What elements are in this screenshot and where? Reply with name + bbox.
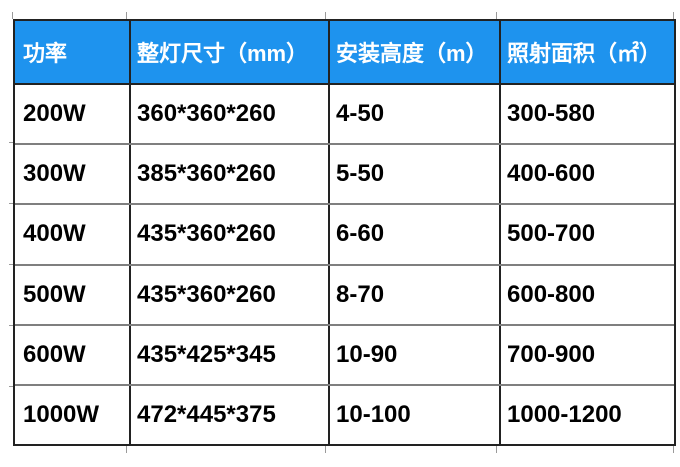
cell-lamp-size: 435*360*260 — [129, 205, 328, 264]
cell-power: 500W — [23, 280, 86, 308]
cell-lamp-size: 385*360*260 — [129, 145, 328, 204]
gridline-tick — [9, 203, 13, 204]
cell-illumination-area: 400-600 — [499, 145, 674, 204]
cell-lamp-size: 472*445*375 — [129, 385, 328, 445]
cell-power: 600W — [23, 340, 86, 368]
gridline-tick — [9, 325, 13, 326]
cell-lamp-size: 435*425*345 — [129, 325, 328, 384]
gridline-tick — [325, 12, 326, 19]
gridline-tick — [9, 142, 13, 143]
cell-power: 400W — [23, 220, 86, 248]
table-row: 200W 360*360*260 4-50 300-580 — [15, 85, 674, 144]
header-row: 功率 整灯尺寸（mm） 安装高度（m） 照射面积（㎡） — [15, 21, 674, 85]
table-row: 500W 435*360*260 8-70 600-800 — [15, 263, 674, 324]
gridline-tick — [9, 386, 13, 387]
cell-illumination-area: 700-900 — [499, 325, 674, 384]
cell-install-height: 5-50 — [328, 145, 499, 204]
header-illumination-area: 照射面积（㎡） — [499, 21, 674, 83]
gridline-tick — [496, 446, 497, 453]
cell-power: 1000W — [23, 400, 100, 428]
header-power: 功率 — [23, 41, 68, 66]
cell-install-height: 6-60 — [328, 205, 499, 264]
gridline-tick — [673, 12, 674, 19]
gridline-tick — [325, 446, 326, 453]
table-row: 1000W 472*445*375 10-100 1000-1200 — [15, 383, 674, 445]
gridline-tick — [12, 12, 13, 19]
cell-illumination-area: 1000-1200 — [499, 385, 674, 445]
cell-install-height: 10-100 — [328, 385, 499, 445]
header-lamp-size: 整灯尺寸（mm） — [129, 21, 328, 83]
spec-table: 功率 整灯尺寸（mm） 安装高度（m） 照射面积（㎡） 200W 360*360… — [13, 19, 676, 446]
gridline-tick — [496, 12, 497, 19]
header-install-height: 安装高度（m） — [328, 21, 499, 83]
cell-install-height: 10-90 — [328, 325, 499, 384]
cell-lamp-size: 360*360*260 — [129, 85, 328, 144]
cell-illumination-area: 600-800 — [499, 265, 674, 324]
table-row: 600W 435*425*345 10-90 700-900 — [15, 323, 674, 384]
cell-install-height: 8-70 — [328, 265, 499, 324]
table-row: 300W 385*360*260 5-50 400-600 — [15, 143, 674, 204]
cell-illumination-area: 500-700 — [499, 205, 674, 264]
gridline-tick — [126, 446, 127, 453]
cell-power: 300W — [23, 160, 86, 188]
gridline-tick — [673, 446, 674, 453]
cell-power: 200W — [23, 100, 86, 128]
gridline-tick — [126, 12, 127, 19]
cell-install-height: 4-50 — [328, 85, 499, 144]
gridline-tick — [9, 264, 13, 265]
cell-lamp-size: 435*360*260 — [129, 265, 328, 324]
cell-illumination-area: 300-580 — [499, 85, 674, 144]
table-row: 400W 435*360*260 6-60 500-700 — [15, 203, 674, 264]
